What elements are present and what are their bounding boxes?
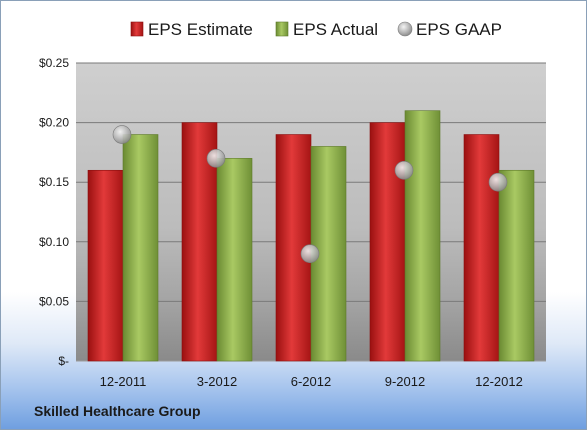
x-tick-label: 6-2012 xyxy=(291,374,331,389)
eps-gaap-marker xyxy=(112,125,132,144)
company-name: Skilled Healthcare Group xyxy=(34,403,201,419)
y-tick-label: $0.05 xyxy=(39,294,69,308)
eps-estimate-bar xyxy=(87,169,124,362)
y-tick-label: $0.20 xyxy=(39,116,69,130)
eps-gaap-marker xyxy=(300,244,320,264)
eps-estimate-bar xyxy=(463,134,500,362)
legend-label: EPS GAAP xyxy=(416,20,502,39)
y-tick-label: $0.10 xyxy=(39,235,69,249)
y-tick-label: $0.15 xyxy=(39,175,69,189)
x-tick-label: 3-2012 xyxy=(197,374,237,389)
x-tick-label: 12-2012 xyxy=(475,374,523,389)
x-tick-label: 9-2012 xyxy=(385,374,425,389)
eps-estimate-bar xyxy=(369,122,406,362)
y-tick-label: $- xyxy=(58,354,69,368)
eps-actual-bar xyxy=(498,169,535,362)
legend-swatch xyxy=(397,21,413,37)
legend-label: EPS Actual xyxy=(293,20,378,39)
eps-actual-bar xyxy=(122,134,159,362)
legend-swatch xyxy=(130,21,144,37)
eps-actual-bar xyxy=(216,158,253,362)
eps-actual-bar xyxy=(404,110,441,362)
eps-gaap-marker xyxy=(488,172,508,192)
eps-gaap-marker xyxy=(394,160,414,180)
x-tick-label: 12-2011 xyxy=(100,374,147,389)
eps-gaap-marker xyxy=(206,149,226,168)
legend-label: EPS Estimate xyxy=(148,20,253,39)
legend-swatch xyxy=(275,21,289,37)
y-tick-label: $0.25 xyxy=(39,56,69,70)
